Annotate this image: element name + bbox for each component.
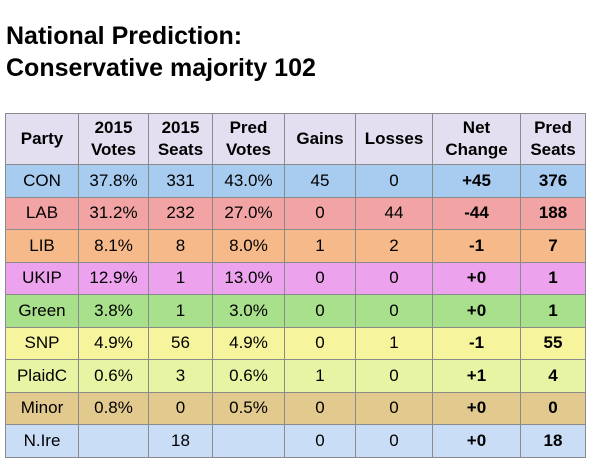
table-cell: 18 <box>148 424 213 458</box>
table-cell: 18 <box>520 424 586 458</box>
table-row: LAB 31.2% 232 27.0% 0 44 -44 188 <box>5 196 586 230</box>
table-cell: 3.8% <box>78 294 149 328</box>
table-cell: +0 <box>432 261 521 295</box>
table-row: Minor 0.8% 0 0.5% 0 0 +0 0 <box>5 391 586 425</box>
title-line: Conservative majority 102 <box>6 54 316 82</box>
table-cell: 4 <box>520 359 586 393</box>
table-cell: 0 <box>148 391 213 425</box>
table-row: Green 3.8% 1 3.0% 0 0 +0 1 <box>5 294 586 328</box>
table-cell: 0 <box>284 326 356 360</box>
table-cell: +1 <box>432 359 521 393</box>
table-cell: -1 <box>432 326 521 360</box>
table-cell: 1 <box>284 229 356 263</box>
table-row: SNP 4.9% 56 4.9% 0 1 -1 55 <box>5 326 586 360</box>
table-row: CON 37.8% 331 43.0% 45 0 +45 376 <box>5 164 586 198</box>
table-cell: Green <box>5 294 79 328</box>
table-cell: 0 <box>520 391 586 425</box>
table-cell: 0 <box>284 261 356 295</box>
table-cell: 0.8% <box>78 391 149 425</box>
table-cell: -1 <box>432 229 521 263</box>
table-cell: LAB <box>5 196 79 230</box>
table-cell: LIB <box>5 229 79 263</box>
header-cell: Pred Seats <box>520 113 586 165</box>
header-cell: 2015 Votes <box>78 113 149 165</box>
table-body: CON 37.8% 331 43.0% 45 0 +45 376 LAB 31.2% 232 27.0… <box>5 164 586 458</box>
table-row: N.Ire 18 0 0 +0 18 <box>5 424 586 458</box>
table-cell: 0 <box>355 294 433 328</box>
table-cell <box>78 424 149 458</box>
table-cell: 12.9% <box>78 261 149 295</box>
table-cell: 0.5% <box>212 391 285 425</box>
table-cell: +0 <box>432 391 521 425</box>
table-cell: 3 <box>148 359 213 393</box>
table-cell: 0 <box>355 359 433 393</box>
prediction-table: Party 2015 Votes 2015 Seats Pred Votes Gains… <box>5 113 586 458</box>
header-cell: Party <box>5 113 79 165</box>
table-cell: 2 <box>355 229 433 263</box>
table-cell: 0 <box>355 164 433 198</box>
table-cell: UKIP <box>5 261 79 295</box>
table-cell: 4.9% <box>212 326 285 360</box>
table-cell: 7 <box>520 229 586 263</box>
table-cell: 376 <box>520 164 586 198</box>
table-cell: 0 <box>284 391 356 425</box>
table-cell: +0 <box>432 294 521 328</box>
table-cell: +0 <box>432 424 521 458</box>
table-cell: 331 <box>148 164 213 198</box>
table-cell: 0 <box>355 261 433 295</box>
table-cell: 31.2% <box>78 196 149 230</box>
table-cell: 1 <box>520 261 586 295</box>
table-cell: 8.1% <box>78 229 149 263</box>
table-cell: 1 <box>355 326 433 360</box>
table-cell: 232 <box>148 196 213 230</box>
table-cell: 37.8% <box>78 164 149 198</box>
table-cell: +45 <box>432 164 521 198</box>
table-cell: 3.0% <box>212 294 285 328</box>
table-cell: 0.6% <box>78 359 149 393</box>
table-cell: 0 <box>284 196 356 230</box>
header-cell: Net Change <box>432 113 521 165</box>
table-cell: 0 <box>284 424 356 458</box>
table-cell: 4.9% <box>78 326 149 360</box>
table-row: LIB 8.1% 8 8.0% 1 2 -1 7 <box>5 229 586 263</box>
table-cell: 1 <box>520 294 586 328</box>
table-cell: CON <box>5 164 79 198</box>
table-cell: 1 <box>148 261 213 295</box>
header-cell: Pred Votes <box>212 113 285 165</box>
table-cell: 13.0% <box>212 261 285 295</box>
table-cell <box>212 424 285 458</box>
table-cell: SNP <box>5 326 79 360</box>
table-cell: PlaidC <box>5 359 79 393</box>
table-cell: 56 <box>148 326 213 360</box>
header-cell: 2015 Seats <box>148 113 213 165</box>
title-line: National Prediction: <box>6 22 243 50</box>
table-cell: 0 <box>355 424 433 458</box>
table-cell: 0.6% <box>212 359 285 393</box>
table-cell: N.Ire <box>5 424 79 458</box>
table-cell: Minor <box>5 391 79 425</box>
header-cell: Gains <box>284 113 356 165</box>
table-cell: 27.0% <box>212 196 285 230</box>
table-cell: 8 <box>148 229 213 263</box>
table-cell: 0 <box>284 294 356 328</box>
header-row: Party 2015 Votes 2015 Seats Pred Votes Gains… <box>5 113 586 165</box>
table-cell: 43.0% <box>212 164 285 198</box>
table-cell: 8.0% <box>212 229 285 263</box>
table-cell: 1 <box>284 359 356 393</box>
header-cell: Losses <box>355 113 433 165</box>
table-cell: 188 <box>520 196 586 230</box>
table-row: UKIP 12.9% 1 13.0% 0 0 +0 1 <box>5 261 586 295</box>
table-cell: -44 <box>432 196 521 230</box>
table-cell: 55 <box>520 326 586 360</box>
table-cell: 1 <box>148 294 213 328</box>
table-row: PlaidC 0.6% 3 0.6% 1 0 +1 4 <box>5 359 586 393</box>
table-cell: 0 <box>355 391 433 425</box>
table-cell: 45 <box>284 164 356 198</box>
table-cell: 44 <box>355 196 433 230</box>
title: National Prediction: Conservative majori… <box>6 20 316 84</box>
